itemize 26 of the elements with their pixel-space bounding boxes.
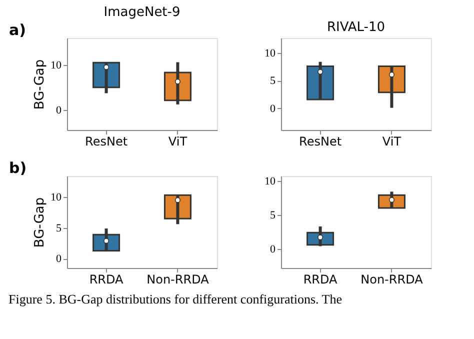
text: a)	[9, 21, 26, 39]
y-tick-label: 5	[270, 75, 276, 88]
x-tick-label: ViT	[168, 134, 188, 148]
y-tick-label: 5	[56, 222, 62, 234]
y-tick-label: 0	[56, 104, 62, 116]
chart-title: RIVAL-10	[326, 20, 386, 35]
y-tick-label: 10	[50, 59, 62, 72]
x-tick-label: Non-RRDA	[146, 272, 210, 286]
x-tick-label: Non-RRDA	[360, 272, 424, 286]
chart-title: ImageNet-9	[104, 5, 180, 20]
caption: Figure 5. BG-Gap distributions for different configurations. The	[8, 292, 342, 306]
x-tick-label: RRDA	[89, 272, 124, 286]
y-tick-label: 10	[264, 175, 276, 188]
x-tick-label: ViT	[382, 134, 402, 148]
text: b)	[9, 159, 27, 177]
y-tick-label: 5	[270, 209, 276, 222]
x-tick-label: RRDA	[303, 272, 338, 286]
y-axis-title: BG-Gap	[32, 59, 48, 110]
y-tick-label: 0	[270, 102, 276, 115]
x-tick-label: ResNet	[299, 134, 342, 148]
y-tick-label: 10	[50, 191, 62, 204]
y-axis-title: BG-Gap	[32, 197, 48, 248]
y-tick-label: 0	[56, 253, 62, 266]
y-tick-label: 10	[264, 47, 276, 60]
y-tick-label: 0	[270, 243, 276, 256]
x-tick-label: ResNet	[85, 134, 128, 148]
